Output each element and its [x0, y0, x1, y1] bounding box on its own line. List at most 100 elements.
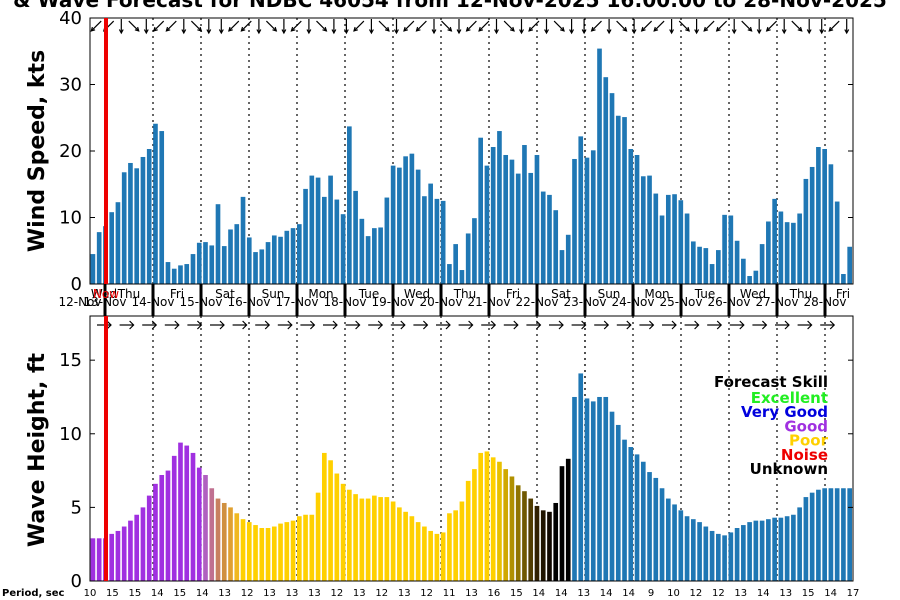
wind-bar — [766, 221, 771, 284]
wave-bar — [822, 488, 827, 581]
wave-bar — [322, 452, 327, 581]
wind-arrow — [368, 19, 374, 35]
wave-bar — [540, 510, 546, 581]
y-tick-label: 10 — [59, 424, 82, 445]
wind-bars — [90, 48, 852, 285]
wave-bar — [841, 488, 846, 581]
wave-bar — [284, 522, 290, 581]
wind-bar — [534, 154, 540, 284]
wind-bar — [409, 153, 415, 284]
wave-bar — [590, 401, 596, 581]
wind-bar — [340, 214, 346, 285]
day-separator — [199, 284, 203, 316]
wind-arrow — [118, 19, 124, 35]
y-tick-label: 30 — [59, 75, 82, 96]
wave-bar — [171, 455, 177, 581]
wind-bar — [778, 211, 784, 284]
legend-item: Very Good — [741, 403, 828, 421]
wind-arrow — [478, 20, 490, 32]
wave-arrow — [616, 320, 632, 330]
wave-bar — [490, 457, 496, 581]
wave-bar — [678, 510, 684, 581]
wave-bar — [572, 396, 577, 581]
wind-bar — [640, 176, 646, 284]
wave-bar — [672, 504, 677, 581]
period-label: 12 — [375, 588, 388, 599]
wave-arrow — [345, 320, 361, 330]
wave-arrow — [571, 320, 587, 330]
wind-bar — [747, 276, 752, 284]
wind-bar — [259, 249, 265, 284]
wind-bar — [422, 196, 427, 284]
wave-arrow — [277, 320, 293, 330]
legend-item: Poor — [789, 432, 829, 450]
wave-bar — [221, 502, 227, 581]
wave-bar — [759, 520, 765, 581]
wave-arrow — [458, 320, 474, 330]
day-of-week-label: Sat — [551, 287, 571, 301]
wind-bar — [684, 213, 690, 284]
period-labels: 10 15 15 14 15 14 13 12 13 13 13 12 13 12 13 12 11 13 16 15… — [84, 588, 860, 599]
wave-bar — [459, 501, 465, 581]
wind-arrow — [844, 19, 850, 35]
wave-bar — [440, 532, 446, 581]
wind-bar — [841, 274, 846, 284]
wind-bar — [722, 214, 727, 284]
wind-bar — [228, 229, 233, 284]
wind-bar — [753, 270, 759, 284]
wave-bar — [509, 476, 515, 581]
wind-bar — [597, 48, 602, 285]
wave-arrow — [119, 320, 135, 330]
day-of-week-label: Fri — [506, 287, 520, 301]
wind-bar — [221, 246, 227, 284]
day-separator — [295, 284, 299, 316]
wave-bar — [190, 452, 196, 581]
day-of-week-label: Sun — [598, 287, 621, 301]
wind-bar — [772, 198, 777, 284]
period-label: 10 — [667, 588, 680, 599]
wind-bar — [415, 169, 421, 284]
day-separator — [343, 284, 347, 316]
wave-arrow — [729, 320, 745, 330]
wind-bar — [128, 162, 133, 284]
wind-grid — [104, 18, 826, 284]
wind-arrow — [828, 20, 840, 32]
day-of-week-label: Mon — [644, 287, 669, 301]
y-tick-label: 15 — [59, 350, 82, 371]
wave-bar — [797, 507, 802, 581]
y-tick-label: 0 — [71, 274, 82, 295]
wave-bar — [415, 522, 421, 581]
wind-bar — [153, 123, 158, 284]
legend-item: Good — [784, 417, 828, 435]
wave-bar — [296, 516, 302, 581]
wind-bar — [628, 149, 634, 284]
wind-bar — [547, 194, 552, 284]
wind-bar — [315, 177, 321, 284]
wave-bar — [734, 528, 740, 581]
wave-arrow — [142, 320, 158, 330]
wind-arrow — [553, 20, 565, 32]
period-label: 12 — [331, 588, 344, 599]
wind-bar — [372, 228, 377, 284]
wave-bar — [597, 396, 602, 581]
day-separator — [583, 284, 587, 316]
wind-bar — [140, 156, 146, 284]
wind-arrow — [181, 19, 187, 35]
period-label: 13 — [577, 588, 590, 599]
wind-bar — [328, 175, 333, 284]
wave-bar — [422, 526, 427, 581]
wind-bar — [478, 137, 483, 284]
wave-arrow — [255, 320, 271, 330]
wind-bar — [834, 201, 840, 284]
wave-bar — [528, 498, 534, 581]
wave-bar — [716, 533, 721, 581]
wind-bar — [647, 175, 652, 284]
wind-arrow — [465, 20, 477, 32]
wind-bar — [365, 236, 371, 284]
now-label: Now — [93, 287, 119, 301]
wave-arrow — [413, 320, 429, 330]
period-label: 14 — [555, 588, 568, 599]
now-marker — [104, 18, 108, 581]
wave-bar — [634, 454, 640, 581]
wave-bar — [203, 475, 208, 581]
